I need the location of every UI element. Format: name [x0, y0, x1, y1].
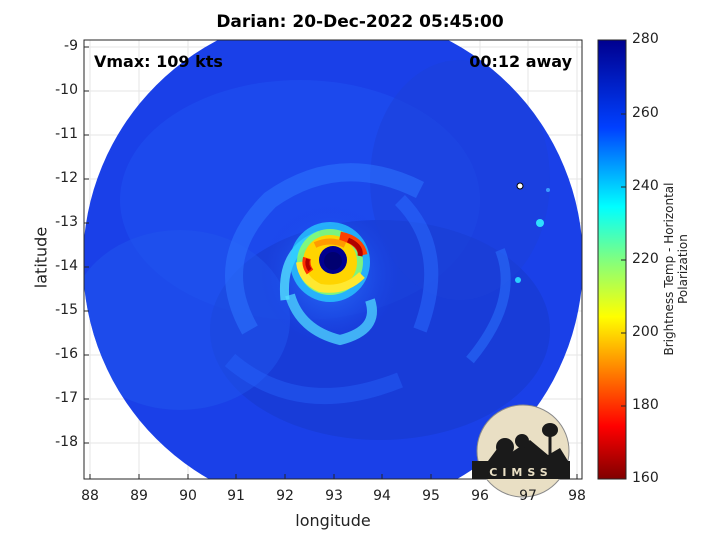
- x-tick-label: 93: [325, 488, 343, 504]
- x-tick-label: 89: [130, 488, 148, 504]
- x-tick-label: 97: [519, 488, 537, 504]
- y-tick-label: -18: [55, 434, 78, 450]
- colorbar-tick-label: 260: [632, 105, 659, 121]
- x-axis-label: longitude: [295, 511, 371, 530]
- vmax-label: Vmax: 109 kts: [94, 52, 223, 71]
- colorbar-tick-label: 280: [632, 31, 659, 47]
- away-label: 00:12 away: [469, 52, 572, 71]
- y-tick-label: -13: [55, 214, 78, 230]
- x-tick-label: 92: [276, 488, 294, 504]
- colorbar-tick-label: 240: [632, 178, 659, 194]
- x-tick-label: 98: [568, 488, 586, 504]
- x-tick-label: 88: [81, 488, 99, 504]
- y-tick-label: -12: [55, 170, 78, 186]
- y-tick-label: -16: [55, 346, 78, 362]
- microwave-swath: [84, 40, 582, 479]
- image-title: Darian: 20-Dec-2022 05:45:00: [216, 12, 504, 32]
- y-tick-label: -9: [64, 38, 78, 54]
- colorbar-ticks: [621, 39, 626, 480]
- x-tick-label: 94: [373, 488, 391, 504]
- colorbar-tick-label: 200: [632, 324, 659, 340]
- cimss-logo-text: CIMSS: [489, 466, 552, 479]
- colorbar-label: Brightness Temp - Horizontal Polarizatio…: [662, 182, 690, 356]
- y-tick-label: -14: [55, 258, 78, 274]
- plot-border: [83, 39, 583, 480]
- y-tick-label: -15: [55, 302, 78, 318]
- cimss-logo: CIMSS: [472, 404, 570, 498]
- colorbar-tick-label: 160: [632, 470, 659, 486]
- colorbar-tick-label: 220: [632, 251, 659, 267]
- y-tick-label: -10: [55, 82, 78, 98]
- x-tick-label: 96: [471, 488, 489, 504]
- x-tick-label: 90: [179, 488, 197, 504]
- y-tick-label: -11: [55, 126, 78, 142]
- y-tick-label: -17: [55, 390, 78, 406]
- colorbar-tick-label: 180: [632, 397, 659, 413]
- y-axis-label: latitude: [31, 226, 51, 289]
- x-tick-label: 95: [422, 488, 440, 504]
- x-tick-label: 91: [227, 488, 245, 504]
